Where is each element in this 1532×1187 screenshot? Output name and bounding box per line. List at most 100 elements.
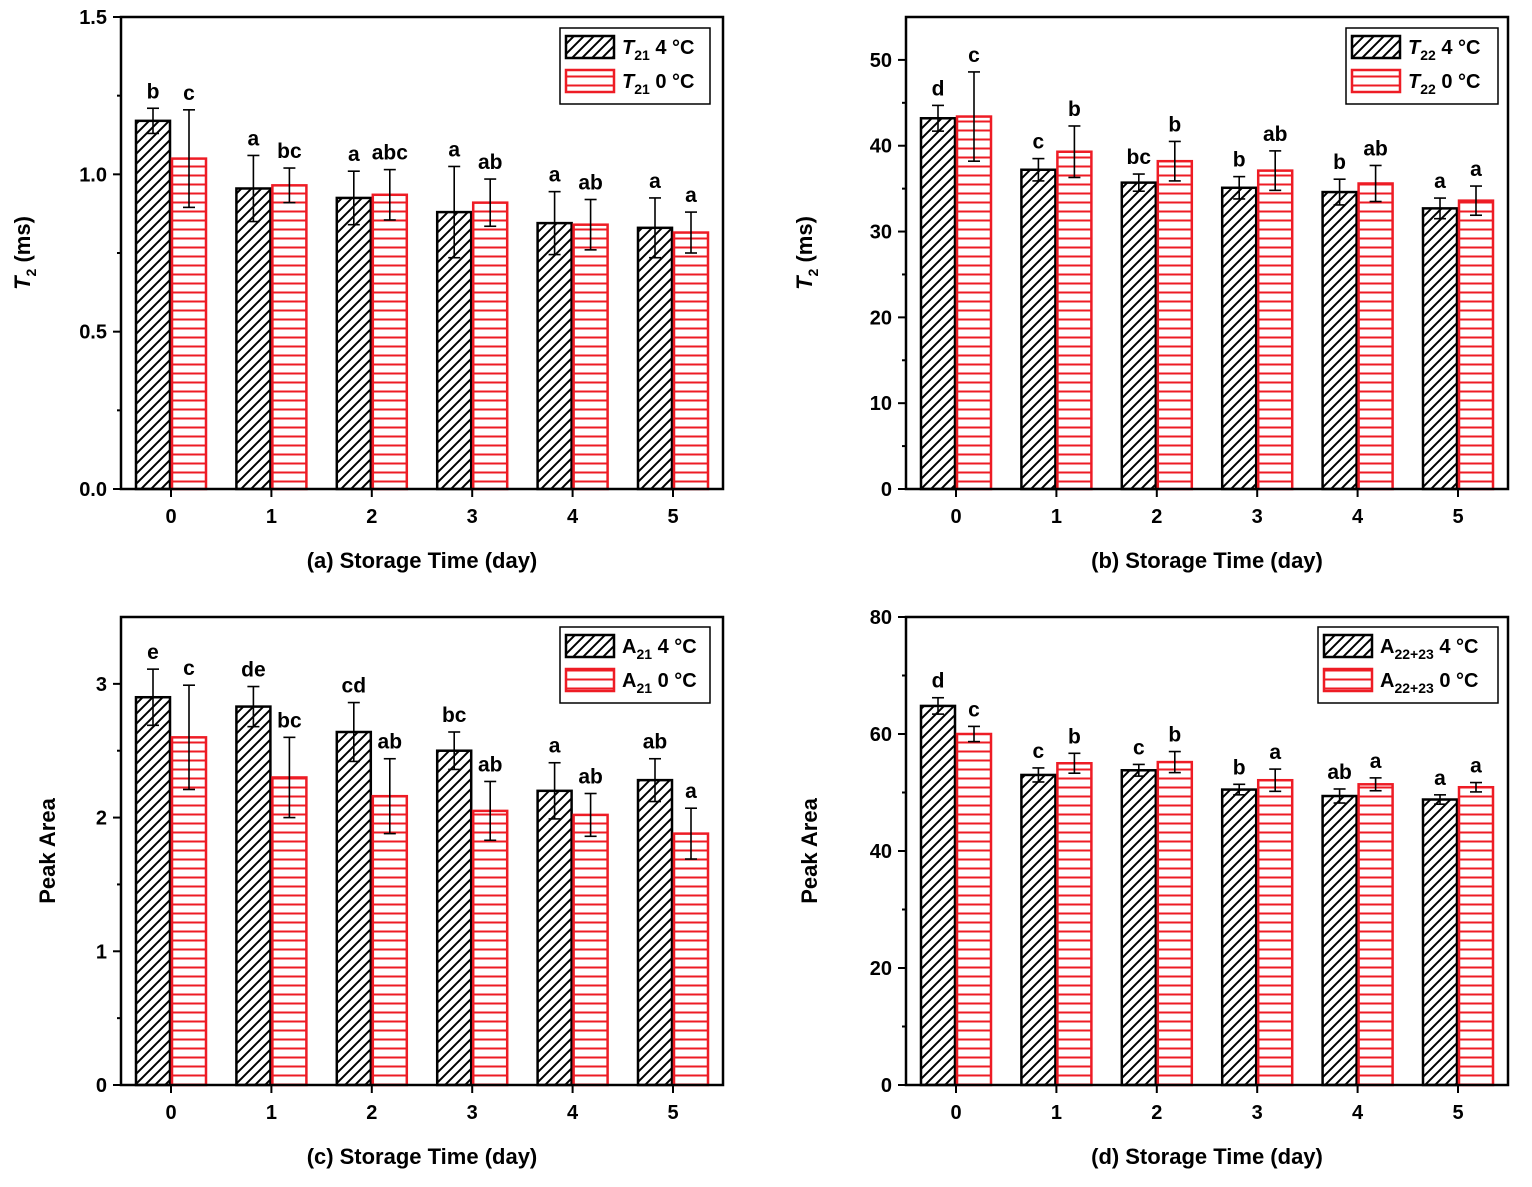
legend-label-main-a-s1: T [622, 71, 636, 93]
x-tick-label-a-0: 0 [165, 506, 176, 528]
bar-c-s0-5 [636, 778, 674, 1087]
bar-d-s0-2 [1120, 769, 1158, 1087]
legend-label-main-b-s0: T [1408, 37, 1422, 59]
legend-swatch-b-s1 [1350, 68, 1402, 94]
legend-label-sub-b-s0: 22 [1420, 47, 1436, 63]
legend-swatch-c-s1 [564, 667, 616, 693]
y-axis-label-main-c: Peak Area [35, 797, 60, 903]
x-axis-title-d: Storage Time (day) [1125, 1144, 1323, 1169]
y-tick-label-a-3: 1.5 [79, 7, 107, 29]
y-tick-label-c-2: 2 [96, 808, 107, 830]
bar-d-s1-2 [1156, 760, 1194, 1087]
y-tick-label-b-0: 0 [881, 479, 892, 501]
bar-c-s0-4 [536, 789, 573, 1087]
bar-b-s0-2 [1120, 181, 1158, 491]
legend-swatch-a-s0 [564, 34, 616, 60]
x-tick-label-b-3: 3 [1252, 506, 1263, 528]
significance-letter-a-s1-1: bc [277, 140, 302, 163]
bar-d-s1-0 [955, 732, 993, 1087]
x-tick-label-d-1: 1 [1051, 1102, 1062, 1124]
bar-b-s1-3 [1256, 169, 1294, 491]
significance-letter-a-s0-5: a [649, 170, 661, 193]
bar-a-s0-4 [536, 221, 573, 491]
significance-letter-c-s0-1: de [241, 659, 266, 682]
bar-d-s1-5 [1457, 785, 1495, 1087]
x-tick-label-c-5: 5 [667, 1102, 678, 1124]
significance-letter-c-s0-2: cd [342, 675, 367, 698]
x-tick-label-c-3: 3 [467, 1102, 478, 1124]
significance-letter-d-s0-0: d [932, 670, 945, 693]
bar-c-s0-3 [435, 749, 473, 1087]
significance-letter-a-s1-4: ab [578, 172, 603, 195]
legend-label-c-s0: A21 4 °C [622, 636, 697, 662]
significance-letter-b-s0-2: bc [1127, 146, 1152, 169]
x-tick-label-c-2: 2 [366, 1102, 377, 1124]
legend-c: A21 4 °C A21 0 °C [559, 626, 711, 704]
y-tick-label-d-3: 60 [870, 724, 892, 746]
bar-b-s0-0 [919, 117, 957, 491]
bar-d-s1-4 [1357, 783, 1394, 1087]
legend-label-sub-a-s0: 21 [634, 47, 650, 63]
significance-letter-d-s0-5: a [1434, 767, 1446, 790]
significance-letter-a-s0-1: a [248, 127, 260, 150]
x-tick-label-a-2: 2 [366, 506, 377, 528]
legend-label-b-s0: T22 4 °C [1408, 37, 1480, 63]
legend-swatch-a-s1 [564, 68, 616, 94]
x-tick-label-b-1: 1 [1051, 506, 1062, 528]
legend-label-sub-a-s1: 21 [634, 81, 650, 97]
x-tick-label-d-5: 5 [1452, 1102, 1463, 1124]
y-axis-label-sub-b: 2 [805, 268, 821, 276]
significance-letter-c-s1-2: ab [378, 731, 403, 754]
significance-letter-b-s1-5: a [1470, 158, 1482, 181]
significance-letter-c-s1-1: bc [277, 709, 302, 732]
legend-label-rest-b-s0: 4 °C [1436, 37, 1481, 59]
plot-frame-b [904, 15, 1510, 491]
x-axis-label-c: (c) Storage Time (day) [307, 1144, 538, 1169]
bar-a-s1-4 [572, 223, 609, 491]
x-tick-label-d-4: 4 [1352, 1102, 1364, 1124]
bar-a-s0-0 [134, 119, 172, 491]
bar-b-s1-0 [955, 115, 993, 491]
y-axis-label-main-d: Peak Area [797, 797, 822, 903]
x-axis-title-b: Storage Time (day) [1125, 548, 1323, 573]
bar-a-s0-1 [235, 187, 272, 491]
y-tick-label-d-0: 0 [881, 1075, 892, 1097]
legend-swatch-d-s0 [1322, 633, 1374, 659]
significance-letter-b-s1-0: c [968, 44, 980, 67]
legend-label-main-c-s1: A [622, 670, 636, 692]
significance-letter-b-s0-3: b [1233, 149, 1246, 172]
significance-letter-a-s1-0: c [183, 82, 195, 105]
significance-letter-d-s1-4: a [1370, 750, 1382, 773]
y-tick-label-d-2: 40 [870, 841, 892, 863]
significance-letter-c-s0-3: bc [442, 704, 467, 727]
legend-label-d-s1: A22+23 0 °C [1380, 670, 1478, 696]
significance-letter-a-s0-0: b [147, 80, 160, 103]
y-tick-label-d-1: 20 [870, 958, 892, 980]
legend-label-sub-b-s1: 22 [1420, 81, 1436, 97]
legend-label-d-s0: A22+23 4 °C [1380, 636, 1478, 662]
x-axis-title-a: Storage Time (day) [340, 548, 538, 573]
legend-label-sub-d-s1: 22+23 [1394, 680, 1434, 696]
legend-label-main-d-s0: A [1380, 636, 1394, 658]
bar-a-s1-3 [471, 201, 509, 491]
bar-b-s1-5 [1457, 199, 1495, 491]
y-axis-label-unit-b: (ms) [792, 216, 817, 269]
legend-swatch-d-s1 [1322, 667, 1374, 693]
bar-c-s0-1 [235, 705, 272, 1087]
bar-c-s1-1 [271, 776, 308, 1087]
bar-a-s1-2 [371, 193, 409, 491]
legend-label-c-s1: A21 0 °C [622, 670, 697, 696]
legend-label-rest-d-s0: 4 °C [1434, 636, 1479, 658]
bar-c-s1-2 [371, 794, 409, 1087]
bar-d-s0-1 [1020, 773, 1057, 1087]
bar-b-s0-4 [1321, 190, 1358, 491]
legend-label-a-s0: T21 4 °C [622, 37, 694, 63]
y-tick-label-a-2: 1.0 [79, 164, 107, 186]
y-tick-label-b-2: 20 [870, 307, 892, 329]
